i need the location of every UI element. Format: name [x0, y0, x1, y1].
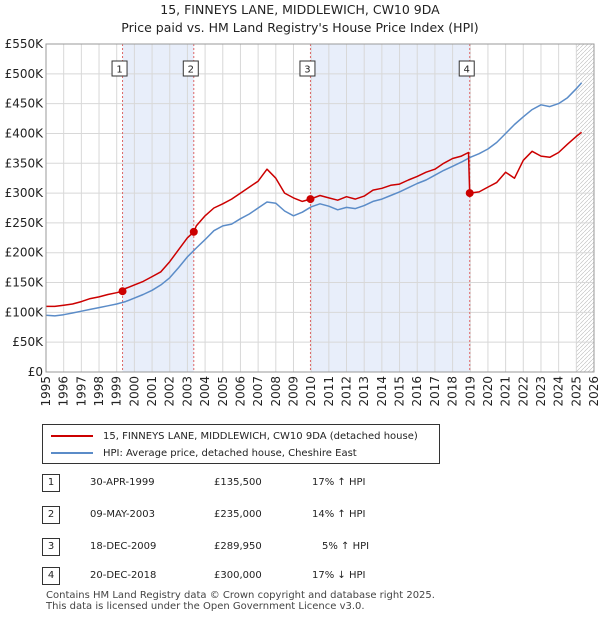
x-tick-label: 2019 — [463, 376, 477, 407]
x-tick-label: 2001 — [145, 376, 159, 407]
footer-copyright: Contains HM Land Registry data © Crown c… — [46, 590, 435, 601]
sale-number-badge: 3 — [42, 538, 60, 556]
x-tick-label: 2005 — [216, 376, 230, 407]
hpi-line — [45, 82, 583, 317]
sale-number-badge: 1 — [42, 474, 60, 492]
x-tick-label: 2018 — [446, 376, 460, 407]
sale-number-label: 4 — [464, 65, 470, 76]
legend-swatch-hpi — [51, 452, 93, 454]
legend-label-property: 15, FINNEYS LANE, MIDDLEWICH, CW10 9DA (… — [103, 430, 418, 442]
y-tick-label: £50K — [12, 335, 44, 349]
sale-number-badge: 2 — [42, 506, 60, 524]
shaded-period — [122, 44, 194, 372]
sale-hpi-change: 17% ↓ HPI — [312, 570, 366, 581]
sale-date: 30-APR-1999 — [90, 477, 155, 488]
shaded-period — [310, 44, 470, 372]
sale-price: £235,000 — [214, 509, 262, 520]
sale-price: £135,500 — [214, 477, 262, 488]
sale-number-badge: 4 — [42, 567, 60, 585]
y-tick-label: £450K — [5, 97, 45, 111]
x-tick-label: 2021 — [499, 376, 513, 407]
y-tick-label: £200K — [5, 246, 45, 260]
legend-item-hpi: HPI: Average price, detached house, Ches… — [51, 445, 357, 461]
x-tick-label: 2017 — [428, 376, 442, 407]
y-tick-label: £400K — [5, 126, 45, 140]
x-tick-label: 1998 — [92, 376, 106, 407]
x-tick-label: 2006 — [233, 376, 247, 407]
legend: 15, FINNEYS LANE, MIDDLEWICH, CW10 9DA (… — [42, 424, 440, 464]
y-tick-label: £500K — [5, 67, 45, 81]
sale-number-box — [111, 60, 128, 77]
legend-item-property: 15, FINNEYS LANE, MIDDLEWICH, CW10 9DA (… — [51, 428, 418, 444]
x-tick-label: 2007 — [251, 376, 265, 407]
x-tick-label: 2012 — [340, 376, 354, 407]
x-tick-label: 1999 — [110, 376, 124, 407]
x-tick-label: 2015 — [393, 376, 407, 407]
x-tick-label: 2003 — [180, 376, 194, 407]
y-tick-label: £350K — [5, 156, 45, 170]
x-tick-label: 2016 — [410, 376, 424, 407]
x-tick-label: 2002 — [163, 376, 177, 407]
x-tick-label: 2010 — [304, 376, 318, 407]
sale-date: 09-MAY-2003 — [90, 509, 156, 520]
sale-date: 20-DEC-2018 — [90, 570, 157, 581]
price-chart: 1995 1996 1997 1998 1999 2000 2001 2002 2003 2004… — [5, 37, 600, 407]
x-tick-label: 2004 — [198, 376, 212, 407]
sale-number-label: 1 — [116, 65, 122, 76]
sale-hpi-change: 14% ↑ HPI — [312, 509, 366, 520]
x-tick-label: 2009 — [286, 376, 300, 407]
x-tick-label: 2000 — [127, 376, 141, 407]
x-tick-label: 2013 — [357, 376, 371, 407]
sale-price: £289,950 — [214, 541, 262, 552]
x-tick-label: 2011 — [322, 376, 336, 407]
y-tick-label: £250K — [5, 216, 45, 230]
plot-frame — [45, 43, 595, 373]
x-tick-label: 1995 — [39, 376, 53, 407]
sale-date: 18-DEC-2009 — [90, 541, 157, 552]
x-tick-label: 2026 — [587, 376, 600, 407]
x-tick-label: 2022 — [516, 376, 530, 407]
sale-number-box — [182, 60, 199, 77]
sale-number-label: 3 — [304, 65, 310, 76]
y-tick-label: £100K — [5, 305, 45, 319]
chart-subtitle: Price paid vs. HM Land Registry's House … — [121, 20, 479, 35]
y-tick-label: £150K — [5, 276, 45, 290]
x-tick-label: 1996 — [57, 376, 71, 407]
y-tick-label: £550K — [5, 37, 45, 51]
sale-number-box — [458, 60, 475, 77]
sale-hpi-change: 5% ↑ HPI — [322, 541, 370, 552]
footer-licence: This data is licensed under the Open Gov… — [46, 601, 365, 612]
x-tick-label: 1997 — [74, 376, 88, 407]
sale-number-box — [299, 60, 316, 77]
sale-point — [465, 189, 474, 198]
sale-hpi-change: 17% ↑ HPI — [312, 477, 366, 488]
chart-title: 15, FINNEYS LANE, MIDDLEWICH, CW10 9DA — [160, 2, 440, 17]
future-hatch-region — [576, 44, 594, 372]
sale-number-label: 2 — [188, 65, 194, 76]
legend-swatch-property — [51, 435, 93, 437]
y-tick-label: £0 — [28, 365, 43, 379]
sale-price: £300,000 — [214, 570, 262, 581]
x-tick-label: 2025 — [569, 376, 583, 407]
x-tick-label: 2020 — [481, 376, 495, 407]
x-tick-label: 2008 — [269, 376, 283, 407]
legend-label-hpi: HPI: Average price, detached house, Ches… — [103, 447, 357, 459]
sale-point — [189, 227, 198, 236]
y-tick-label: £300K — [5, 186, 45, 200]
x-tick-label: 2024 — [552, 376, 566, 407]
x-tick-label: 2023 — [534, 376, 548, 407]
sale-point — [306, 195, 315, 204]
x-tick-label: 2014 — [375, 376, 389, 407]
sale-point — [118, 287, 127, 296]
